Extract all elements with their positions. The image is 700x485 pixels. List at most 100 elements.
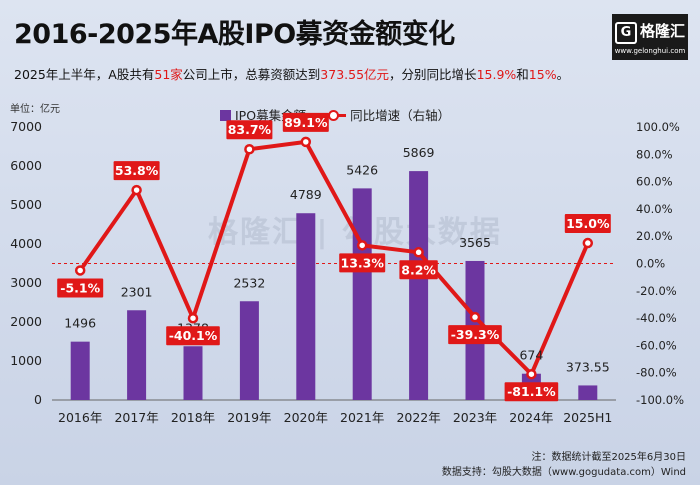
- growth-label-box: [339, 253, 386, 273]
- x-axis-tick: 2018年: [171, 410, 215, 425]
- left-axis-tick: 2000: [10, 314, 42, 329]
- bar-value-label: 5869: [403, 145, 435, 160]
- right-axis-tick: 100.0%: [636, 120, 680, 134]
- growth-label-box: [226, 120, 273, 140]
- growth-label-box: [399, 260, 438, 280]
- bar: [239, 301, 259, 400]
- footnote: 注：数据统计截至2025年6月30日: [531, 452, 686, 463]
- growth-label: -39.3%: [451, 327, 500, 342]
- left-axis-tick: 3000: [10, 275, 42, 290]
- bar: [70, 341, 90, 400]
- growth-label: 83.7%: [228, 122, 272, 137]
- x-axis-tick: 2017年: [114, 410, 158, 425]
- left-axis-tick: 7000: [10, 119, 42, 134]
- axes-layer: 0 1000 2000 3000 4000 5000 6000 7000 -100.0% -80.…: [10, 119, 684, 425]
- right-axis-tick: -20.0%: [636, 284, 677, 298]
- growth-point: [74, 265, 86, 276]
- x-axis-tick: 2019年: [227, 410, 271, 425]
- growth-point: [187, 312, 199, 324]
- subtitle-highlight: 15.9%: [476, 67, 517, 82]
- line-layer: [74, 136, 594, 380]
- right-axis-tick: 40.0%: [636, 202, 673, 216]
- growth-point: [469, 311, 481, 323]
- growth-label: 8.2%: [401, 262, 436, 277]
- growth-point: [300, 136, 312, 148]
- growth-label-box: [113, 161, 160, 181]
- bar-value-label: 2301: [121, 284, 153, 299]
- subtitle-text: 公司上市，总募资额达到: [182, 67, 321, 82]
- growth-label-box: [448, 325, 502, 345]
- subtitle-text: 和: [516, 67, 529, 82]
- left-axis-tick: 6000: [10, 158, 42, 173]
- legend-line-swatch: [320, 110, 347, 121]
- left-axis-tick: 1000: [10, 353, 42, 368]
- subtitle-highlight: 15%: [528, 67, 557, 82]
- growth-point: [244, 143, 255, 155]
- logo-url: www.gelonghui.com: [614, 47, 686, 55]
- bar: [352, 188, 372, 400]
- subtitle-text: 2025年上半年，A股共有: [14, 67, 155, 82]
- growth-label-box: [166, 326, 220, 346]
- growth-label-box: [564, 214, 611, 234]
- bar-value-label: 674: [519, 348, 543, 363]
- right-axis-tick: -80.0%: [636, 366, 677, 380]
- growth-label-box: [282, 112, 329, 132]
- growth-label: 89.1%: [284, 115, 328, 130]
- chart-subtitle: 2025年上半年，A股共有51家公司上市，总募资额达到373.55亿元，分别同比…: [14, 64, 569, 83]
- logo-name: 格隆汇: [639, 22, 685, 40]
- right-axis-tick: 0.0%: [636, 257, 665, 271]
- legend-bar-swatch: [220, 110, 231, 121]
- growth-point: [526, 368, 537, 380]
- growth-line: [78, 139, 590, 377]
- x-axis-tick: 2016年: [58, 410, 102, 425]
- growth-point: [582, 237, 594, 249]
- left-axis-tick: 5000: [10, 197, 42, 212]
- growth-point: [356, 240, 368, 251]
- bar: [296, 213, 316, 400]
- right-axis-tick: -40.0%: [636, 311, 677, 325]
- growth-label: 15.0%: [566, 216, 610, 231]
- x-axis-tick: 2021年: [340, 410, 384, 425]
- bar-value-label: 5426: [346, 162, 378, 177]
- bar: [409, 171, 429, 400]
- x-axis-tick: 2025H1: [563, 410, 612, 425]
- growth-label-box: [504, 382, 559, 402]
- bar: [127, 310, 147, 400]
- growth-label: -81.1%: [507, 384, 556, 399]
- right-axis-tick: 80.0%: [636, 147, 673, 161]
- growth-point: [413, 247, 424, 258]
- subtitle-text: 。: [556, 67, 570, 82]
- right-axis-tick: 60.0%: [636, 175, 673, 189]
- bar: [578, 385, 598, 400]
- subtitle-highlight: 373.55亿元: [320, 67, 390, 82]
- legend-line-label: 同比增速（右轴）: [350, 108, 451, 123]
- logo-g-icon: G: [614, 22, 637, 44]
- x-axis-tick: 2022年: [396, 410, 440, 425]
- brand-logo: G 格隆汇 www.gelonghui.com: [612, 14, 688, 60]
- bar-value-label: 2532: [233, 275, 265, 290]
- growth-label: -40.1%: [169, 328, 218, 343]
- bar-value-label: 3565: [459, 235, 491, 250]
- x-axis-tick: 2020年: [284, 410, 328, 425]
- growth-label: -5.1%: [60, 280, 100, 295]
- bars-layer: [70, 171, 598, 400]
- unit-label: 单位：亿元: [10, 104, 60, 115]
- subtitle-highlight: 51家: [154, 67, 183, 82]
- right-axis-tick: -60.0%: [636, 338, 677, 352]
- growth-point: [131, 184, 142, 196]
- growth-label-box: [57, 278, 104, 298]
- x-axis-tick: 2023年: [453, 410, 497, 425]
- data-source: 数据支持：勾股大数据（www.gogudata.com）Wind: [441, 467, 686, 478]
- growth-label: 53.8%: [115, 163, 159, 178]
- left-axis-tick: 0: [34, 392, 42, 407]
- legend-item-line: 同比增速（右轴）: [320, 105, 450, 124]
- chart-title: 2016-2025年A股IPO募资金额变化: [14, 19, 455, 50]
- subtitle-text: ，分别同比增长: [389, 67, 477, 82]
- x-axis-tick: 2024年: [509, 410, 553, 425]
- left-axis-tick: 4000: [10, 236, 42, 251]
- bar-value-label: 1496: [64, 316, 96, 331]
- bar-value-label: 373.55: [566, 359, 610, 374]
- growth-label: 13.3%: [341, 255, 385, 270]
- right-axis-tick: 20.0%: [636, 229, 673, 243]
